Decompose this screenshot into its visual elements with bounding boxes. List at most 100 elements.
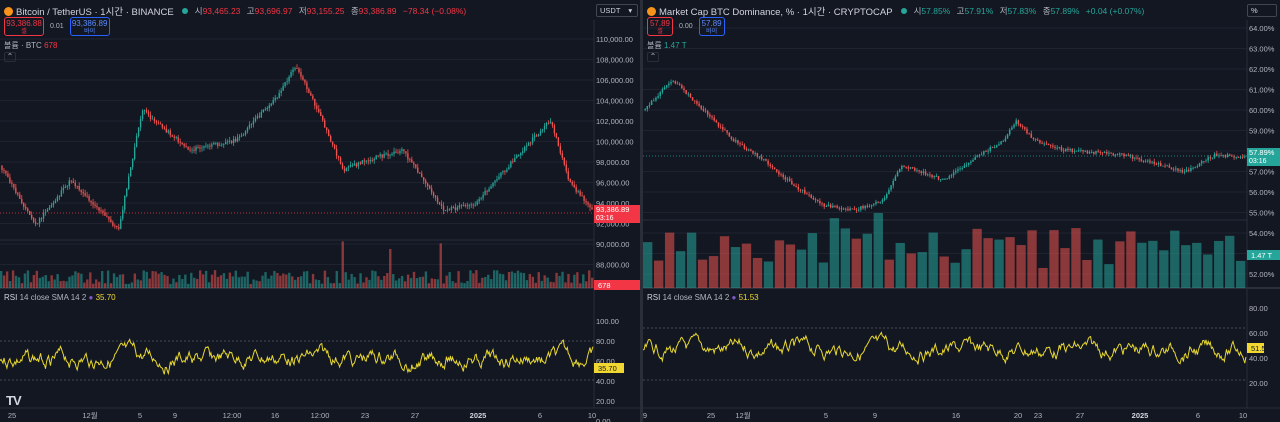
candle: [961, 168, 964, 169]
volume-bar: [320, 283, 324, 288]
candle: [678, 84, 681, 86]
price-axis-label: 63.00%: [1249, 45, 1275, 54]
currency-select[interactable]: USDT ▾: [596, 4, 638, 17]
volume-bar: [546, 277, 549, 288]
candle: [403, 149, 405, 152]
candle: [359, 162, 362, 164]
symbol-title[interactable]: Bitcoin / TetherUS · 1시간 · BINANCE: [16, 7, 174, 18]
candle: [698, 103, 700, 106]
candle: [939, 179, 942, 181]
volume-bar: [255, 280, 258, 288]
volume-bar: [884, 259, 894, 288]
time-axis-label: 23: [1034, 411, 1042, 420]
candle: [1052, 145, 1054, 147]
candle: [771, 165, 774, 168]
candle: [1155, 163, 1158, 165]
candle: [367, 160, 369, 162]
candle: [5, 170, 7, 174]
buy-button[interactable]: 57.89 바이: [698, 17, 725, 36]
volume-bar: [403, 281, 407, 288]
volume-bar: [478, 282, 481, 288]
candle: [573, 184, 575, 188]
candle: [520, 153, 522, 156]
candle: [1205, 160, 1207, 162]
candle: [432, 192, 435, 196]
candle: [541, 129, 544, 131]
volume-bar: [741, 243, 752, 288]
volume-bar: [139, 280, 142, 288]
candle: [468, 205, 470, 207]
pane-divider[interactable]: [640, 0, 643, 422]
volume-bar: [299, 276, 303, 288]
time-axis-label: 16: [952, 411, 960, 420]
candle: [343, 168, 346, 172]
time-axis-label: 25: [707, 411, 715, 420]
unit-select[interactable]: %: [1247, 4, 1277, 17]
candle: [670, 82, 672, 84]
candle: [149, 114, 152, 119]
sell-button[interactable]: 57.89 셀: [647, 17, 673, 36]
candle: [353, 163, 356, 166]
candle: [234, 138, 237, 142]
buy-button[interactable]: 93,386.89 바이: [69, 17, 110, 36]
candle: [1166, 165, 1168, 167]
candle: [786, 178, 789, 180]
volume-tag: [594, 280, 640, 290]
candle: [1071, 149, 1074, 152]
candle: [1095, 151, 1097, 154]
candle: [1181, 169, 1184, 173]
candle: [3, 169, 5, 171]
btc-chart-pane[interactable]: 110,000.00 108,000.00 106,000.00 104,000.00…: [0, 0, 640, 422]
candle: [458, 205, 461, 208]
candle: [1121, 153, 1123, 155]
btc-price-chart[interactable]: 110,000.00 108,000.00 106,000.00 104,000.00…: [0, 0, 640, 422]
volume-bar: [365, 277, 368, 288]
collapse-chevron-icon[interactable]: ⌃: [4, 52, 16, 62]
candle: [1032, 137, 1035, 140]
candle: [1192, 167, 1194, 169]
candle: [1129, 155, 1132, 157]
dominance-price-chart[interactable]: 64.00%63.00%62.00%61.00%60.00%59.00%58.0…: [643, 0, 1280, 422]
volume-bar: [288, 272, 291, 288]
countdown-label: 03:16: [596, 215, 614, 222]
candle: [211, 144, 213, 147]
candle: [1125, 154, 1127, 157]
volume-bar: [332, 283, 336, 288]
volume-bar: [939, 256, 949, 288]
volume-bar: [537, 272, 540, 288]
candle: [369, 159, 371, 162]
candle: [551, 121, 554, 126]
candle: [442, 205, 445, 211]
candle: [339, 157, 342, 165]
sell-button[interactable]: 93,386.88 셀: [4, 17, 44, 36]
candle: [685, 90, 687, 95]
candle: [492, 182, 494, 187]
candle: [719, 126, 722, 128]
candle: [704, 110, 707, 112]
candle: [391, 153, 393, 155]
candle: [726, 130, 728, 133]
volume-bar: [588, 270, 591, 288]
symbol-title[interactable]: Market Cap BTC Dominance, % · 1시간 · CRYP…: [659, 7, 893, 18]
dominance-chart-pane[interactable]: 64.00%63.00%62.00%61.00%60.00%59.00%58.0…: [643, 0, 1280, 422]
candle: [963, 165, 966, 169]
volume-bar: [308, 283, 312, 288]
candle: [1000, 141, 1002, 145]
candle: [450, 207, 453, 210]
candle: [644, 109, 646, 111]
price-axis-label: 57.00%: [1249, 168, 1275, 177]
rsi-line: [643, 331, 1247, 365]
candle: [236, 137, 239, 142]
countdown-label: 03:16: [1249, 158, 1267, 165]
volume-bar: [204, 270, 208, 288]
candle: [187, 146, 189, 150]
collapse-chevron-icon[interactable]: ⌃: [647, 52, 659, 62]
volume-bar: [71, 275, 74, 288]
candle: [1099, 151, 1102, 153]
candle: [361, 160, 364, 164]
volume-bar: [519, 272, 523, 288]
candle: [539, 130, 542, 135]
candle: [466, 205, 468, 207]
volume-bar: [576, 272, 579, 288]
volume-bar: [1049, 230, 1059, 288]
